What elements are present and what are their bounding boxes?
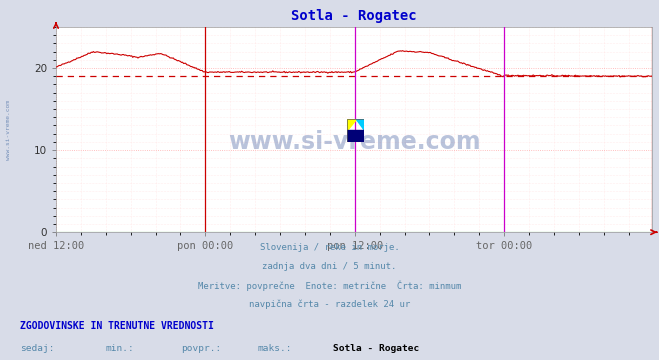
- Text: Slovenija / reke in morje.: Slovenija / reke in morje.: [260, 243, 399, 252]
- Text: ZGODOVINSKE IN TRENUTNE VREDNOSTI: ZGODOVINSKE IN TRENUTNE VREDNOSTI: [20, 321, 214, 332]
- Text: zadnja dva dni / 5 minut.: zadnja dva dni / 5 minut.: [262, 262, 397, 271]
- Text: Sotla - Rogatec: Sotla - Rogatec: [333, 344, 419, 353]
- Text: min.:: min.:: [105, 344, 134, 353]
- Text: www.si-vreme.com: www.si-vreme.com: [228, 130, 480, 154]
- Polygon shape: [347, 130, 364, 142]
- Polygon shape: [356, 118, 364, 130]
- Text: navpična črta - razdelek 24 ur: navpična črta - razdelek 24 ur: [249, 299, 410, 309]
- Title: Sotla - Rogatec: Sotla - Rogatec: [291, 9, 417, 23]
- Text: maks.:: maks.:: [257, 344, 291, 353]
- Text: www.si-vreme.com: www.si-vreme.com: [6, 100, 11, 159]
- Polygon shape: [347, 118, 356, 130]
- Text: sedaj:: sedaj:: [20, 344, 54, 353]
- Text: povpr.:: povpr.:: [181, 344, 221, 353]
- Text: Meritve: povprečne  Enote: metrične  Črta: minmum: Meritve: povprečne Enote: metrične Črta:…: [198, 280, 461, 291]
